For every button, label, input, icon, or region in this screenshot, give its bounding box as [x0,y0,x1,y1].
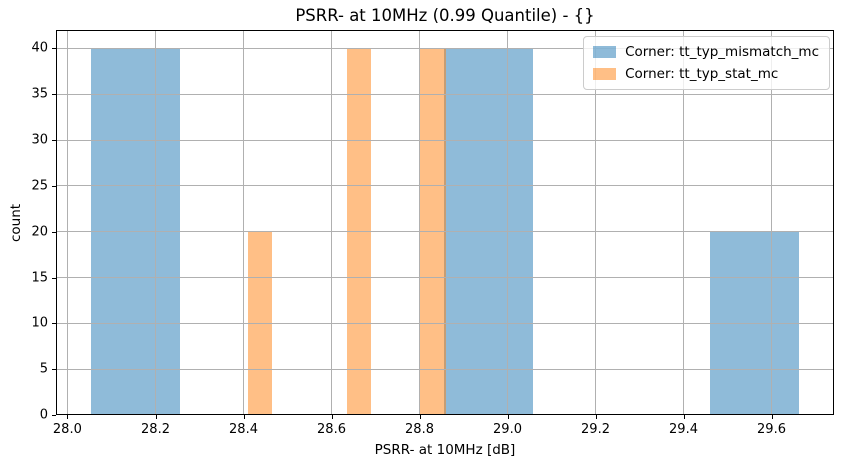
gridline-vertical [66,30,68,415]
y-tick-mark [52,277,56,279]
y-tick-mark [52,140,56,141]
gridline-vertical [507,30,508,415]
x-tick-mark [331,415,333,419]
gridline-vertical [683,30,684,415]
y-tick-label: 15 [31,270,48,285]
gridline-vertical [771,30,772,415]
y-tick-label: 20 [31,224,48,240]
x-tick-label: 29.2 [581,422,610,437]
x-tick-label: 28.2 [141,422,170,437]
x-tick-label: 28.0 [52,422,82,437]
gridline-vertical [595,30,596,415]
y-tick-mark [52,415,56,416]
x-tick-label: 28.8 [405,422,434,437]
gridline-horizontal [56,139,834,141]
x-tick-mark [419,415,421,419]
y-tick-label: 10 [31,315,48,331]
y-tick-mark [52,48,56,50]
y-tick-label: 40 [31,40,48,56]
x-axis-label: PSRR- at 10MHz [dB] [374,442,516,458]
legend-item: Corner: tt_typ_stat_mc [593,66,819,82]
legend-label: Corner: tt_typ_stat_mc [625,66,779,82]
gridline-vertical [155,30,156,415]
grid-layer [56,30,834,415]
x-tick-mark [67,415,69,419]
y-tick-label: 5 [39,361,48,377]
chart-title: PSRR- at 10MHz (0.99 Quantile) - {} [295,6,595,25]
x-tick-mark [243,415,245,419]
gridline-horizontal [56,368,834,370]
x-tick-mark [683,415,685,419]
y-tick-label: 25 [31,178,48,194]
gridline-horizontal [56,414,834,415]
plot-area [56,30,834,415]
y-axis-label: count [8,203,24,242]
y-tick-mark [52,231,56,233]
x-tick-mark [155,415,157,419]
x-tick-label: 28.6 [317,422,346,437]
y-tick-mark [52,369,56,371]
legend-label: Corner: tt_typ_mismatch_mc [625,44,819,60]
x-tick-label: 28.4 [229,422,258,437]
gridline-horizontal [56,231,834,233]
x-tick-mark [771,415,773,419]
y-tick-label: 35 [31,86,48,102]
legend-swatch [593,68,617,80]
y-tick-label: 0 [39,407,48,423]
y-tick-mark [52,94,56,96]
gridline-vertical [419,30,420,415]
legend-swatch [593,46,617,58]
y-tick-label: 30 [31,132,48,148]
gridline-horizontal [56,277,834,278]
x-tick-label: 29.0 [493,422,522,437]
legend: Corner: tt_typ_mismatch_mc Corner: tt_typ… [583,36,830,90]
y-tick-mark [52,323,56,325]
x-tick-label: 29.6 [757,422,786,437]
gridline-horizontal [56,47,834,49]
x-tick-label: 29.4 [669,422,698,437]
gridline-vertical [331,30,332,415]
legend-item: Corner: tt_typ_mismatch_mc [593,44,819,60]
y-tick-mark [52,185,56,187]
x-tick-mark [507,415,509,419]
gridline-vertical [243,30,244,415]
x-tick-mark [595,415,597,419]
gridline-horizontal [56,93,834,95]
gridline-horizontal [56,322,834,324]
gridline-horizontal [56,185,834,187]
